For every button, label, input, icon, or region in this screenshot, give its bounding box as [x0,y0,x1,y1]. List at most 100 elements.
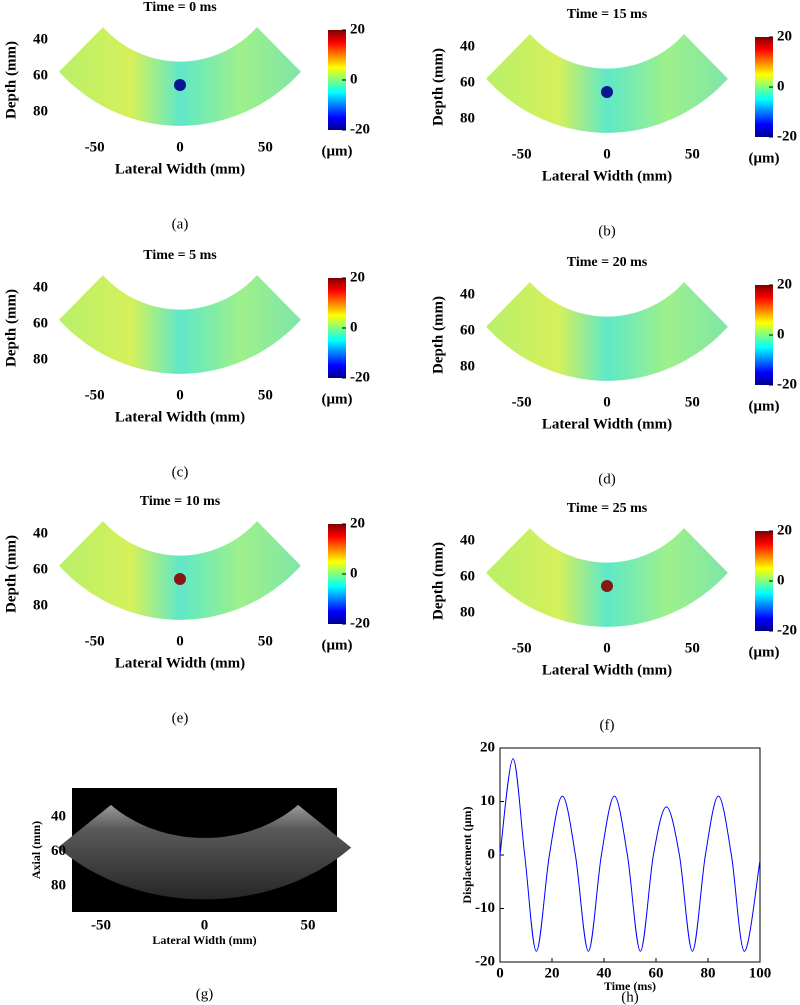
y-axis-label: Axial (mm) [29,821,43,879]
y-axis-label: Depth (mm) [430,542,446,620]
x-tick-label: -50 [85,139,105,155]
colorbar-tick-label: 20 [350,21,365,37]
colorbar-tick-label: -20 [350,121,370,137]
colorbar-label: (μm) [749,644,780,660]
caption: (e) [172,710,189,726]
y-tick-label: 60 [51,843,66,859]
y-tick-label: 80 [33,351,48,367]
y-tick-label: 40 [460,532,475,548]
caption: (b) [598,223,616,239]
colorbar [755,285,773,385]
plot-frame [499,747,761,963]
x-tick-label: -50 [85,633,105,649]
colorbar-tick-label: 20 [350,515,365,531]
y-tick-label: 80 [33,597,48,613]
x-tick-label: 50 [301,917,316,933]
x-tick-label: 60 [649,965,664,981]
ultrasound-sector [57,804,352,900]
colorbar-tick-label: 0 [777,572,785,588]
colorbar-tick-label: -20 [777,622,797,638]
colorbar-label: (μm) [322,637,353,653]
colorbar-tick-label: 0 [350,71,358,87]
colorbar [755,531,773,631]
colorbar-tick-label: -20 [777,376,797,392]
x-axis-label: Lateral Width (mm) [542,662,672,678]
y-tick-label: 0 [488,846,496,862]
x-axis-label: Lateral Width (mm) [115,161,245,177]
x-tick-label: 0 [603,640,611,656]
chart-title: Time = 0 ms [143,0,217,15]
x-tick-label: -50 [85,387,105,403]
colorbar-tick-label: 20 [777,276,792,292]
x-tick-label: 50 [258,387,273,403]
y-tick-label: -20 [475,953,495,969]
colorbar-tick-label: 20 [777,28,792,44]
chart-title: Time = 25 ms [567,501,648,516]
y-tick-label: 60 [460,568,475,584]
x-tick-label: 50 [685,640,700,656]
chart-title: Time = 20 ms [567,255,648,270]
displacement-line [499,758,761,952]
x-axis-label: Lateral Width (mm) [542,416,672,432]
displacement-field [486,282,728,381]
colorbar-label: (μm) [749,150,780,166]
colorbar-tick-label: 0 [777,326,785,342]
y-axis-label: Depth (mm) [430,48,446,126]
x-axis-label: Lateral Width (mm) [115,409,245,425]
colorbar-label: (μm) [322,143,353,159]
displacement-field [59,521,301,620]
colorbar-tick-label: 0 [350,319,358,335]
y-tick-label: 60 [33,67,48,83]
y-tick-label: 80 [33,103,48,119]
y-tick-label: 10 [480,793,495,809]
x-tick-label: 40 [597,965,612,981]
x-tick-label: 80 [701,965,716,981]
y-axis-label: Depth (mm) [3,535,19,613]
x-tick-label: 50 [685,146,700,162]
x-tick-label: 100 [749,965,772,981]
x-tick-label: 50 [258,633,273,649]
y-axis-label: Depth (mm) [3,41,19,119]
x-tick-label: 0 [603,394,611,410]
displacement-field [486,34,728,133]
colorbar-label: (μm) [322,391,353,407]
y-tick-label: 80 [460,110,475,126]
y-tick-label: -10 [475,900,495,916]
y-tick-label: 40 [460,286,475,302]
y-tick-label: 40 [33,31,48,47]
x-tick-label: 0 [176,139,184,155]
y-axis-label: Depth (mm) [3,289,19,367]
x-axis-label: Lateral Width (mm) [115,655,245,671]
inclusion-spot [174,79,186,91]
chart-title: Time = 10 ms [140,494,221,509]
y-tick-label: 40 [51,809,66,825]
caption: (a) [172,216,189,232]
colorbar-tick-label: 20 [777,522,792,538]
displacement-field [486,528,728,627]
x-axis-label: Time (ms) [604,979,656,993]
colorbar [328,524,346,624]
colorbar-tick-label: -20 [350,615,370,631]
y-tick-label: 60 [33,315,48,331]
y-tick-label: 60 [33,561,48,577]
colorbar-tick-label: 20 [350,269,365,285]
chart-title: Time = 15 ms [567,7,648,22]
x-tick-label: -50 [91,917,111,933]
caption: (c) [172,464,189,480]
x-axis-label: Lateral Width (mm) [152,933,256,947]
colorbar [328,30,346,130]
y-axis-label: Depth (mm) [430,296,446,374]
colorbar-tick-label: -20 [350,369,370,385]
displacement-field [59,275,301,374]
colorbar-tick-label: 0 [350,565,358,581]
y-tick-label: 60 [460,74,475,90]
y-tick-label: 20 [480,739,495,755]
y-tick-label: 60 [460,322,475,338]
y-tick-label: 80 [460,604,475,620]
y-tick-label: 40 [33,279,48,295]
x-tick-label: 20 [545,965,560,981]
inclusion-spot [601,86,613,98]
y-tick-label: 40 [33,525,48,541]
